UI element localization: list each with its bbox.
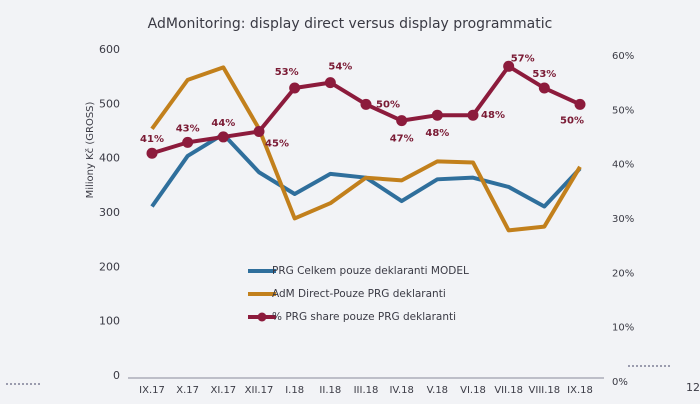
x-tick-label: X.17 <box>176 385 199 396</box>
y-tick-label: 300 <box>99 206 120 219</box>
x-tick-label: IX.17 <box>139 385 165 396</box>
data-label: 50% <box>376 99 400 110</box>
legend-label: % PRG share pouze PRG deklaranti <box>272 311 456 323</box>
data-label: 53% <box>532 69 556 80</box>
y-tick-label: 600 <box>99 43 120 56</box>
x-tick-label: VII.18 <box>494 385 523 396</box>
x-tick-label: I.18 <box>285 385 304 396</box>
legend-label: PRG Celkem pouze deklaranti MODEL <box>272 265 469 277</box>
y-tick-label: 200 <box>99 260 120 273</box>
marker <box>574 98 586 110</box>
data-label: 50% <box>560 115 584 126</box>
y2-tick-label: 60% <box>612 51 634 62</box>
y-tick-label: 100 <box>99 315 120 328</box>
y2-tick-label: 40% <box>612 160 634 171</box>
series-line <box>150 65 582 233</box>
x-tick-label: III.18 <box>354 385 379 396</box>
data-label: 57% <box>511 53 535 64</box>
data-label: 47% <box>390 134 414 145</box>
y2-tick-label: 20% <box>612 268 634 279</box>
data-label: 44% <box>211 118 235 129</box>
y2-tick-label: 10% <box>612 323 634 334</box>
x-tick-label: IV.18 <box>389 385 413 396</box>
y-tick-label: 500 <box>99 97 120 110</box>
x-tick-label: VI.18 <box>460 385 486 396</box>
marker <box>467 109 479 121</box>
marker <box>538 82 550 94</box>
x-tick-label: XI.17 <box>210 385 236 396</box>
y2-tick-label: 50% <box>612 105 634 116</box>
y-axis-label: Miliony Kč (GROSS) <box>84 101 96 198</box>
marker <box>253 126 265 137</box>
x-tick-label: XII.17 <box>245 385 274 396</box>
y2-tick-label: 30% <box>612 214 634 225</box>
x-tick-label: II.18 <box>319 385 341 396</box>
y-tick-label: 0 <box>113 369 120 382</box>
data-label: 43% <box>176 123 200 134</box>
data-label: 45% <box>265 139 289 150</box>
y2-tick-label: 0% <box>612 377 628 388</box>
x-tick-label: VIII.18 <box>529 385 561 396</box>
chart-title: AdMonitoring: display direct versus disp… <box>148 16 553 32</box>
marker <box>217 131 229 143</box>
marker <box>182 136 194 148</box>
x-tick-label: IX.18 <box>567 385 593 396</box>
legend-marker <box>257 312 267 322</box>
x-tick-label: V.18 <box>427 385 448 396</box>
marker <box>396 115 408 127</box>
legend-label: AdM Direct-Pouze PRG deklaranti <box>272 288 446 300</box>
data-label: 54% <box>328 62 352 73</box>
data-label: 53% <box>275 67 299 78</box>
marker <box>503 60 515 72</box>
y-tick-label: 400 <box>99 152 120 165</box>
data-label: 48% <box>425 128 449 139</box>
marker <box>146 147 158 159</box>
marker <box>431 109 443 121</box>
marker <box>360 98 372 110</box>
marker <box>289 82 301 94</box>
marker <box>324 77 336 89</box>
page-number: 12 <box>686 381 700 394</box>
data-label: 41% <box>140 134 164 145</box>
data-label: 48% <box>481 110 505 121</box>
